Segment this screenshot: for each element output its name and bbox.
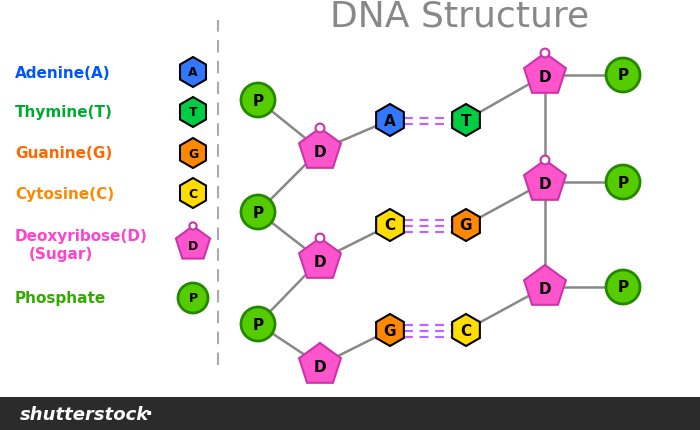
Polygon shape — [299, 239, 341, 278]
Circle shape — [316, 234, 324, 243]
Text: shutterstock: shutterstock — [20, 405, 149, 423]
Text: D: D — [539, 282, 552, 297]
Circle shape — [540, 156, 550, 165]
Text: Cytosine(C): Cytosine(C) — [15, 186, 114, 201]
Text: P: P — [253, 317, 264, 332]
Polygon shape — [376, 314, 404, 346]
Polygon shape — [452, 314, 480, 346]
Text: D: D — [539, 177, 552, 192]
Polygon shape — [376, 209, 404, 241]
Text: P: P — [617, 280, 629, 295]
Polygon shape — [524, 54, 566, 94]
Text: G: G — [460, 218, 473, 233]
Polygon shape — [524, 161, 566, 200]
Text: D: D — [314, 145, 326, 160]
Text: D: D — [314, 359, 326, 375]
Text: G: G — [384, 323, 396, 338]
Text: T: T — [461, 113, 471, 128]
Text: P: P — [253, 93, 264, 108]
Circle shape — [241, 307, 275, 341]
Text: Guanine(G): Guanine(G) — [15, 146, 112, 161]
Circle shape — [606, 59, 640, 93]
Polygon shape — [376, 105, 404, 137]
Circle shape — [241, 196, 275, 230]
Circle shape — [190, 223, 197, 230]
Polygon shape — [180, 98, 206, 128]
Text: P: P — [617, 68, 629, 83]
Circle shape — [606, 270, 640, 304]
Circle shape — [178, 283, 208, 313]
Polygon shape — [299, 343, 341, 383]
Text: P: P — [253, 205, 264, 220]
Text: A: A — [188, 66, 198, 79]
Polygon shape — [524, 265, 566, 305]
Text: ·: · — [145, 403, 153, 423]
Text: T: T — [189, 106, 197, 119]
Polygon shape — [176, 227, 210, 259]
Text: (Sugar): (Sugar) — [29, 246, 93, 261]
Polygon shape — [452, 105, 480, 137]
Text: Deoxyribose(D): Deoxyribose(D) — [15, 228, 148, 243]
Text: DNA Structure: DNA Structure — [330, 0, 589, 33]
Text: Phosphate: Phosphate — [15, 291, 106, 306]
Polygon shape — [180, 58, 206, 88]
Text: D: D — [314, 255, 326, 270]
Text: Adenine(A): Adenine(A) — [15, 65, 111, 80]
Text: A: A — [384, 113, 396, 128]
Text: Thymine(T): Thymine(T) — [15, 105, 113, 120]
Circle shape — [540, 49, 550, 58]
Text: P: P — [188, 292, 197, 305]
Polygon shape — [180, 139, 206, 169]
Text: P: P — [617, 175, 629, 190]
FancyBboxPatch shape — [0, 397, 700, 430]
Text: C: C — [384, 218, 395, 233]
Text: D: D — [188, 240, 198, 252]
Circle shape — [606, 166, 640, 200]
Polygon shape — [180, 178, 206, 209]
Polygon shape — [299, 129, 341, 169]
Text: C: C — [188, 187, 197, 200]
Text: G: G — [188, 147, 198, 160]
Circle shape — [316, 124, 324, 133]
Polygon shape — [452, 209, 480, 241]
Circle shape — [241, 84, 275, 118]
Text: D: D — [539, 70, 552, 85]
Text: C: C — [461, 323, 472, 338]
